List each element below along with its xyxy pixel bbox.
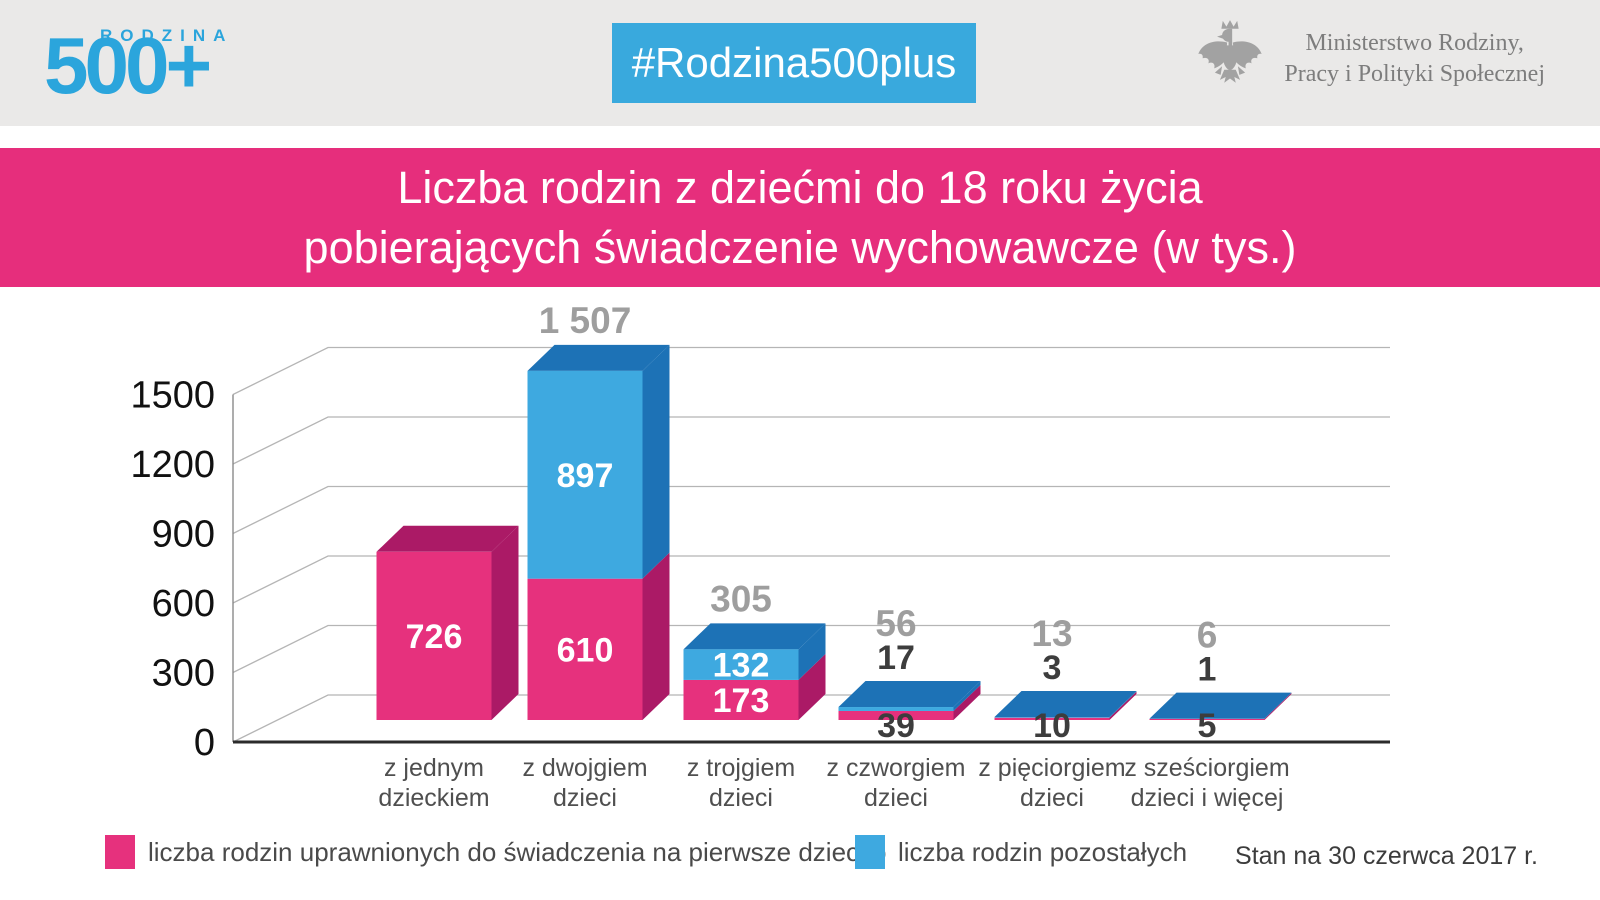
header-band: 500+ RODZINA #Rodzina500plus Ministerstw… xyxy=(0,0,1600,126)
value-label-pink: 173 xyxy=(713,682,770,720)
bar-top-face xyxy=(1149,692,1292,719)
legend-item-first-child: liczba rodzin uprawnionych do świadczeni… xyxy=(105,834,887,870)
x-axis-category-label: z dwojgiem xyxy=(522,754,647,782)
bar-front-pink xyxy=(527,578,643,720)
bar-top-face xyxy=(527,344,670,371)
x-axis-category-label: dzieci xyxy=(1020,784,1084,812)
bar-top-face xyxy=(683,623,826,650)
chart-title-banner: Liczba rodzin z dziećmi do 18 roku życia… xyxy=(0,148,1600,287)
value-label-blue: 1 xyxy=(1198,651,1217,689)
bar-front-blue xyxy=(838,707,954,711)
value-label-pink: 5 xyxy=(1198,707,1217,745)
y-axis-tick-label: 900 xyxy=(152,514,215,556)
legend-swatch-blue xyxy=(855,835,885,869)
total-label: 13 xyxy=(1031,613,1072,654)
total-label: 1 507 xyxy=(539,300,632,341)
bar-top-face xyxy=(994,690,1137,717)
gridline xyxy=(232,485,1390,535)
x-axis-category-label: z sześciorgiem xyxy=(1124,754,1289,782)
x-axis-category-label: dzieci i więcej xyxy=(1131,784,1284,812)
y-axis-tick-label: 1500 xyxy=(130,375,215,417)
total-label: 6 xyxy=(1197,615,1218,656)
chart-title-line2: pobierających świadczenie wychowawcze (w… xyxy=(303,221,1297,273)
x-axis-category-label: dzieci xyxy=(864,784,928,812)
bar-side-face-blue xyxy=(953,681,981,711)
bar-side-face-pink xyxy=(798,653,826,720)
bar-side-face-pink xyxy=(1109,691,1137,720)
value-label-blue: 17 xyxy=(877,639,915,677)
bar-side-face-blue xyxy=(1109,690,1137,718)
ministry-name-line1: Ministerstwo Rodziny, xyxy=(1305,30,1524,56)
total-label: 305 xyxy=(710,578,772,619)
ministry-logo-block: Ministerstwo Rodziny, Pracy i Polityki S… xyxy=(1194,13,1545,105)
x-axis-category-label: dzieci xyxy=(709,784,773,812)
gridline xyxy=(232,555,1390,604)
logo-500plus-text: 500+ xyxy=(44,21,212,110)
bar-side-face-pink xyxy=(642,552,670,720)
value-label-pink: 10 xyxy=(1033,707,1071,745)
bar-top-face xyxy=(838,681,981,708)
value-label-blue: 3 xyxy=(1043,649,1062,687)
x-axis-category-label: z czworgiem xyxy=(827,754,966,782)
x-axis-category-label: z jednym xyxy=(384,754,484,782)
bar-side-face-blue xyxy=(1264,692,1292,719)
hashtag-banner: #Rodzina500plus xyxy=(612,23,976,103)
value-label-pink: 726 xyxy=(406,618,463,656)
legend-label-first-child: liczba rodzin uprawnionych do świadczeni… xyxy=(148,836,887,867)
bar-side-face-blue xyxy=(642,344,670,579)
value-label-blue: 897 xyxy=(557,457,614,495)
ministry-name: Ministerstwo Rodziny, Pracy i Polityki S… xyxy=(1284,28,1545,90)
x-axis-category-label: z trojgiem xyxy=(687,754,795,782)
status-date: Stan na 30 czerwca 2017 r. xyxy=(1235,842,1538,870)
chart-title-line1: Liczba rodzin z dziećmi do 18 roku życia xyxy=(397,161,1203,213)
legend-label-remaining: liczba rodzin pozostałych xyxy=(898,836,1188,867)
gridline xyxy=(232,624,1390,674)
bar-front-pink xyxy=(1149,718,1265,720)
bar-front-pink xyxy=(994,717,1110,720)
value-label-pink: 39 xyxy=(877,707,915,745)
bar-front-blue xyxy=(994,716,1110,718)
gridline xyxy=(232,416,1390,465)
value-label-blue: 132 xyxy=(713,647,770,685)
bar-side-face-pink xyxy=(953,684,981,720)
x-axis-category-label: z pięciorgiem xyxy=(978,754,1125,782)
bar-side-face-pink xyxy=(491,525,519,720)
ministry-name-line2: Pracy i Polityki Społecznej xyxy=(1284,61,1545,87)
y-axis-tick-label: 1200 xyxy=(130,444,215,486)
bar-front-blue xyxy=(683,649,799,680)
y-axis-tick-label: 0 xyxy=(194,722,215,764)
bar-front-blue xyxy=(527,370,643,579)
x-axis-category-label: dzieci xyxy=(553,784,617,812)
y-axis-tick-label: 600 xyxy=(152,583,215,625)
value-label-pink: 610 xyxy=(557,631,614,669)
hashtag-text: #Rodzina500plus xyxy=(631,39,957,86)
polish-eagle-emblem-icon xyxy=(1198,20,1263,83)
x-axis-category-label: dzieckiem xyxy=(378,784,489,812)
logo-rodzina-text: RODZINA xyxy=(100,26,234,45)
rodzina-500plus-logo: 500+ RODZINA xyxy=(42,8,292,118)
legend-swatch-pink xyxy=(105,835,135,869)
y-axis-tick-label: 300 xyxy=(152,653,215,695)
bar-side-face-blue xyxy=(798,623,826,680)
gridline xyxy=(232,346,1390,396)
total-label: 56 xyxy=(875,603,916,644)
bar-front-pink xyxy=(683,679,799,720)
legend-item-remaining: liczba rodzin pozostałych xyxy=(855,834,1187,870)
bar-side-face-pink xyxy=(1264,692,1292,720)
bar-front-pink xyxy=(838,710,954,720)
bar-front-pink xyxy=(376,551,492,720)
bar-top-face xyxy=(376,525,519,552)
